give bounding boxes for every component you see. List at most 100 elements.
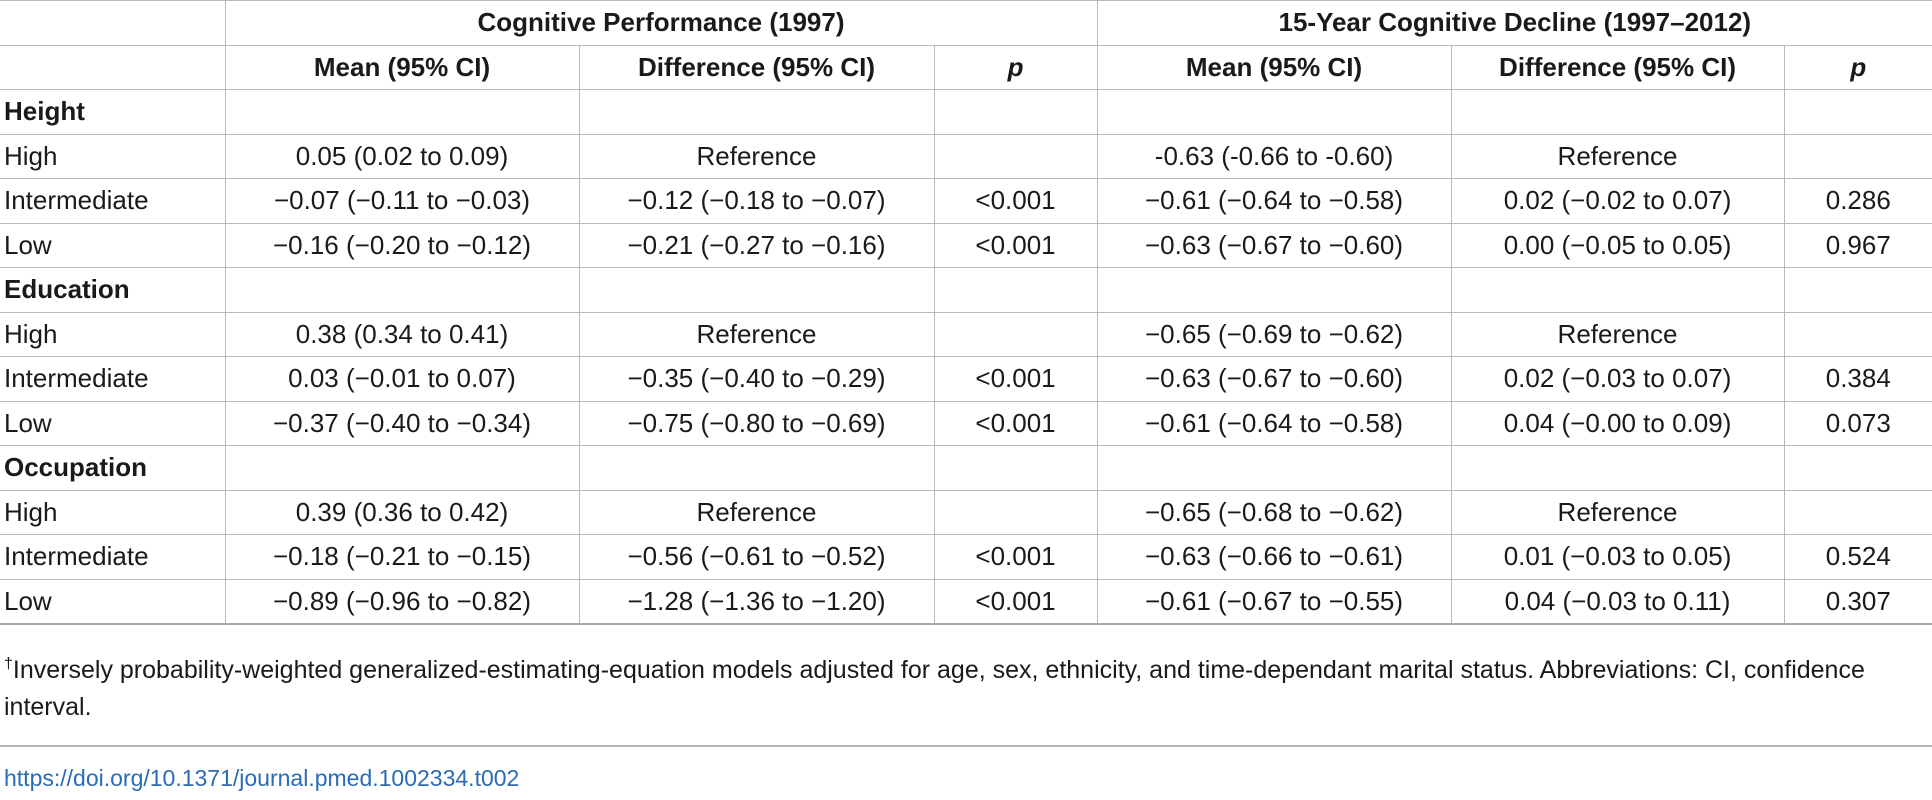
section-header-row: Education [0,267,1932,313]
header-label-cell [0,44,226,90]
row-label: Intermediate [0,356,226,402]
table-cell: 0.02 (−0.03 to 0.07) [1450,356,1785,402]
table-cell: 0.04 (−0.03 to 0.11) [1450,578,1785,625]
table-row: High 0.05 (0.02 to 0.09) Reference -0.63 (-… [0,133,1932,179]
table-cell: Reference [1450,489,1785,535]
row-label: Intermediate [0,534,226,580]
empty-cell [1783,445,1932,491]
table-cell: <0.001 [933,356,1098,402]
empty-cell [1783,267,1932,313]
table-cell: 0.01 (−0.03 to 0.05) [1450,534,1785,580]
table-cell: <0.001 [933,534,1098,580]
table-cell: −0.63 (−0.67 to −0.60) [1096,222,1452,268]
table-cell: Reference [1450,311,1785,357]
empty-cell [1096,267,1452,313]
header-column-row: Mean (95% CI) Difference (95% CI) p Mean… [0,44,1932,90]
table-row: High 0.39 (0.36 to 0.42) Reference −0.65 (−… [0,489,1932,535]
table-cell: −0.21 (−0.27 to −0.16) [578,222,935,268]
table-cell: 0.03 (−0.01 to 0.07) [224,356,580,402]
row-label: Low [0,578,226,625]
table-cell: −0.07 (−0.11 to −0.03) [224,178,580,224]
empty-cell [578,89,935,135]
table-row: Intermediate −0.18 (−0.21 to −0.15) −0.56 … [0,534,1932,580]
table-cell: −1.28 (−1.36 to −1.20) [578,578,935,625]
section-name: Occupation [0,445,226,491]
table-cell [933,311,1098,357]
table-row: Intermediate 0.03 (−0.01 to 0.07) −0.35 (−… [0,356,1932,402]
table-cell: 0.524 [1783,534,1932,580]
empty-cell [1450,445,1785,491]
empty-cell [933,445,1098,491]
table-cell: −0.18 (−0.21 to −0.15) [224,534,580,580]
table-cell: Reference [578,489,935,535]
table-cell: 0.05 (0.02 to 0.09) [224,133,580,179]
table-cell: −0.12 (−0.18 to −0.07) [578,178,935,224]
table-cell: <0.001 [933,400,1098,446]
column-header: p [933,44,1098,90]
table-cell [1783,489,1932,535]
header-group-cognitive-performance: Cognitive Performance (1997) [224,0,1098,46]
row-label: Low [0,222,226,268]
column-header: Mean (95% CI) [1096,44,1452,90]
column-header: p [1783,44,1932,90]
table-cell: −0.61 (−0.67 to −0.55) [1096,578,1452,625]
table-row: High 0.38 (0.34 to 0.41) Reference −0.65 (−… [0,311,1932,357]
table-cell: −0.65 (−0.68 to −0.62) [1096,489,1452,535]
empty-cell [1096,89,1452,135]
row-label: Low [0,400,226,446]
table-cell: −0.16 (−0.20 to −0.12) [224,222,580,268]
empty-cell [578,445,935,491]
table-row: Intermediate −0.07 (−0.11 to −0.03) −0.12 … [0,178,1932,224]
table-cell [933,489,1098,535]
table-cell: 0.02 (−0.02 to 0.07) [1450,178,1785,224]
table-cell: Reference [578,133,935,179]
table-header: Cognitive Performance (1997) 15-Year Cog… [0,0,1932,90]
empty-cell [933,267,1098,313]
doi-link[interactable]: https://doi.org/10.1371/journal.pmed.100… [4,765,520,791]
table-cell: 0.00 (−0.05 to 0.05) [1450,222,1785,268]
empty-cell [1096,445,1452,491]
header-group-cognitive-decline: 15-Year Cognitive Decline (1997–2012) [1096,0,1932,46]
section-name: Education [0,267,226,313]
table-cell: 0.286 [1783,178,1932,224]
table-cell [1783,133,1932,179]
table-cell: Reference [578,311,935,357]
empty-cell [224,445,580,491]
column-header: Difference (95% CI) [578,44,935,90]
table-row: Low −0.16 (−0.20 to −0.12) −0.21 (−0.27 to… [0,222,1932,268]
table-cell: −0.63 (−0.66 to −0.61) [1096,534,1452,580]
table-cell: 0.307 [1783,578,1932,625]
empty-cell [1450,89,1785,135]
divider [0,745,1932,747]
table-cell: −0.35 (−0.40 to −0.29) [578,356,935,402]
row-label: High [0,133,226,179]
row-label: Intermediate [0,178,226,224]
table-cell: 0.384 [1783,356,1932,402]
row-label: High [0,311,226,357]
table-cell [933,133,1098,179]
table-cell: Reference [1450,133,1785,179]
table-footnote: †Inversely probability-weighted generali… [4,652,1928,726]
row-label: High [0,489,226,535]
table-body: Height High 0.05 (0.02 to 0.09) Reference -0… [0,89,1932,625]
footnote-text: Inversely probability-weighted generaliz… [4,656,1865,721]
table-cell: −0.61 (−0.64 to −0.58) [1096,178,1452,224]
table-cell: −0.65 (−0.69 to −0.62) [1096,311,1452,357]
table-cell: 0.39 (0.36 to 0.42) [224,489,580,535]
header-corner-cell [0,0,226,46]
table-cell: <0.001 [933,578,1098,625]
table-cell: −0.37 (−0.40 to −0.34) [224,400,580,446]
section-header-row: Height [0,89,1932,135]
results-table: Cognitive Performance (1997) 15-Year Cog… [0,0,1932,625]
table-cell: −0.75 (−0.80 to −0.69) [578,400,935,446]
empty-cell [578,267,935,313]
table-row: Low −0.89 (−0.96 to −0.82) −1.28 (−1.36 to… [0,578,1932,625]
table-cell: 0.04 (−0.00 to 0.09) [1450,400,1785,446]
footnote-marker: † [4,655,13,673]
section-header-row: Occupation [0,445,1932,491]
column-header: Difference (95% CI) [1450,44,1785,90]
table-cell: <0.001 [933,178,1098,224]
table-cell: -0.63 (-0.66 to -0.60) [1096,133,1452,179]
empty-cell [1783,89,1932,135]
